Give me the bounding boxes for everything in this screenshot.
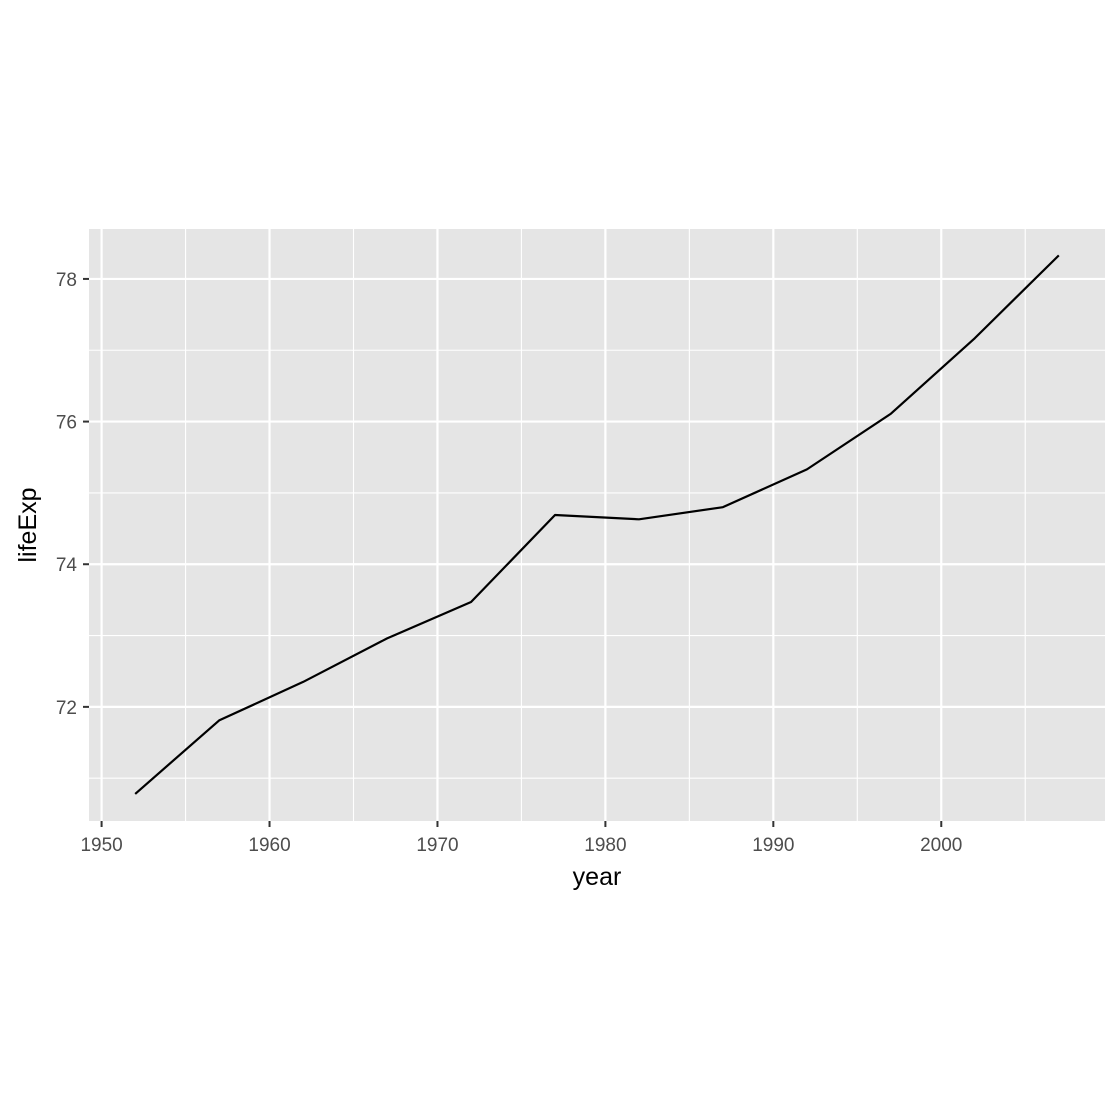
x-tick-label: 1990 — [752, 835, 794, 856]
plot-panel — [89, 229, 1105, 821]
x-tick-label: 2000 — [920, 835, 962, 856]
y-axis-title: lifeExp — [14, 487, 42, 562]
y-axis: 72 74 76 78 — [56, 270, 89, 719]
x-axis-title: year — [573, 863, 622, 891]
x-tick-label: 1970 — [416, 835, 458, 856]
x-axis: 1950 1960 1970 1980 1990 2000 — [80, 821, 962, 856]
y-tick-label: 72 — [56, 698, 77, 719]
major-gridlines — [89, 229, 1105, 821]
x-tick-label: 1950 — [80, 835, 122, 856]
series-line — [134, 254, 1060, 795]
minor-gridlines — [89, 229, 1105, 821]
series-layer — [134, 254, 1060, 795]
y-tick-label: 74 — [56, 555, 78, 576]
x-tick-label: 1960 — [248, 835, 290, 856]
x-tick-label: 1980 — [584, 835, 626, 856]
y-tick-label: 76 — [56, 413, 77, 434]
y-tick-label: 78 — [56, 270, 77, 291]
